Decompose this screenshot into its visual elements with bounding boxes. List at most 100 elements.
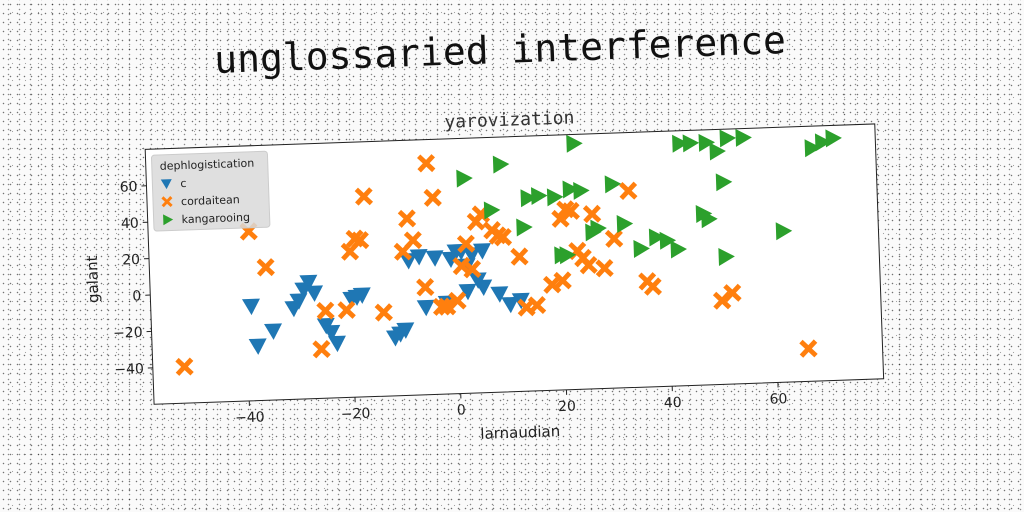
y-ticks: −40 −20 0 20 40 60: [113, 179, 153, 378]
chart-title: yarovization: [444, 107, 575, 133]
data-point: [616, 215, 634, 234]
x-tick-label: 20: [558, 399, 576, 416]
data-point: [582, 204, 602, 224]
y-tick-label: −20: [113, 325, 143, 342]
data-point: [590, 219, 607, 238]
data-point: [604, 175, 622, 194]
data-point: [490, 286, 509, 303]
data-point: [305, 285, 324, 302]
legend-entry: c: [160, 177, 187, 190]
data-point: [709, 142, 726, 161]
y-axis-label: galant: [83, 255, 103, 303]
x-tick-label: 40: [664, 395, 682, 412]
data-point: [403, 231, 423, 250]
data-point: [672, 134, 689, 153]
data-point: [825, 129, 842, 148]
data-point: [397, 209, 417, 228]
data-point: [715, 173, 733, 192]
legend-box: [150, 150, 271, 232]
y-tick-label: −40: [114, 361, 144, 378]
data-point: [559, 246, 577, 265]
data-point: [735, 128, 752, 147]
data-point: [352, 287, 371, 304]
data-point: [814, 133, 832, 152]
data-point: [659, 231, 677, 250]
data-point: [718, 247, 735, 266]
data-point: [553, 271, 572, 290]
data-point: [425, 250, 444, 267]
y-tick-label: 20: [122, 252, 140, 269]
data-point: [804, 139, 822, 158]
legend-marker: [163, 214, 174, 226]
data-point: [493, 227, 513, 247]
data-point: [546, 188, 564, 207]
data-point: [510, 247, 529, 266]
data-point: [241, 298, 260, 316]
data-point: [719, 129, 737, 148]
x-axis-label: larnaudian: [480, 422, 560, 443]
figure-suptitle: unglossaried interference: [213, 18, 787, 82]
y-tick-label: 60: [119, 179, 137, 196]
data-point: [350, 231, 370, 250]
series-kangarooing: [456, 128, 842, 266]
data-point: [256, 258, 275, 277]
y-tick-label: 0: [132, 288, 141, 304]
x-tick-label: −20: [341, 406, 371, 423]
legend-label: kangarooing: [181, 211, 250, 226]
data-point: [354, 187, 374, 206]
data-point: [432, 297, 451, 316]
data-point: [527, 296, 547, 315]
data-point: [456, 169, 473, 188]
data-point: [799, 339, 818, 358]
data-point: [327, 335, 346, 353]
data-point: [604, 229, 624, 248]
plot-frame: [144, 123, 885, 405]
data-point: [472, 243, 491, 260]
data-point: [595, 259, 614, 278]
x-ticks: −40 −20 0 20 40 60: [235, 382, 788, 426]
data-point: [423, 188, 442, 207]
data-point: [520, 189, 537, 208]
data-point: [458, 283, 477, 301]
data-point: [516, 218, 533, 237]
data-point: [374, 303, 393, 322]
data-point: [573, 181, 590, 200]
data-point: [456, 234, 476, 254]
y-tick-label: 40: [121, 216, 139, 233]
data-point: [670, 240, 687, 259]
data-point: [248, 338, 267, 355]
data-point: [698, 133, 716, 152]
data-point: [399, 252, 418, 270]
x-tick-label: 0: [457, 402, 466, 418]
data-point: [322, 324, 341, 342]
data-point: [463, 260, 482, 279]
legend-marker: [161, 196, 173, 208]
data-point: [530, 187, 548, 206]
data-point: [409, 248, 428, 266]
data-point: [448, 291, 467, 310]
data-point: [264, 323, 283, 340]
legend-entry: kangarooing: [163, 211, 250, 226]
data-point: [396, 322, 415, 339]
data-point: [682, 134, 700, 153]
markers-layer: [175, 128, 842, 376]
data-point: [633, 239, 650, 258]
legend-marker: [160, 179, 172, 190]
data-point: [483, 201, 501, 220]
data-point: [474, 279, 493, 297]
data-point: [561, 201, 580, 221]
data-point: [562, 180, 580, 199]
data-point: [579, 255, 598, 275]
legend-label: c: [180, 177, 187, 190]
data-point: [417, 154, 436, 173]
data-point: [619, 181, 638, 201]
data-point: [416, 278, 435, 297]
data-point: [289, 293, 308, 310]
legend-entry: cordaitean: [161, 193, 240, 208]
data-point: [723, 283, 742, 303]
data-point: [701, 210, 718, 229]
x-tick-label: 60: [769, 391, 787, 408]
data-point: [643, 277, 663, 296]
data-point: [316, 301, 335, 320]
data-point: [299, 274, 318, 292]
